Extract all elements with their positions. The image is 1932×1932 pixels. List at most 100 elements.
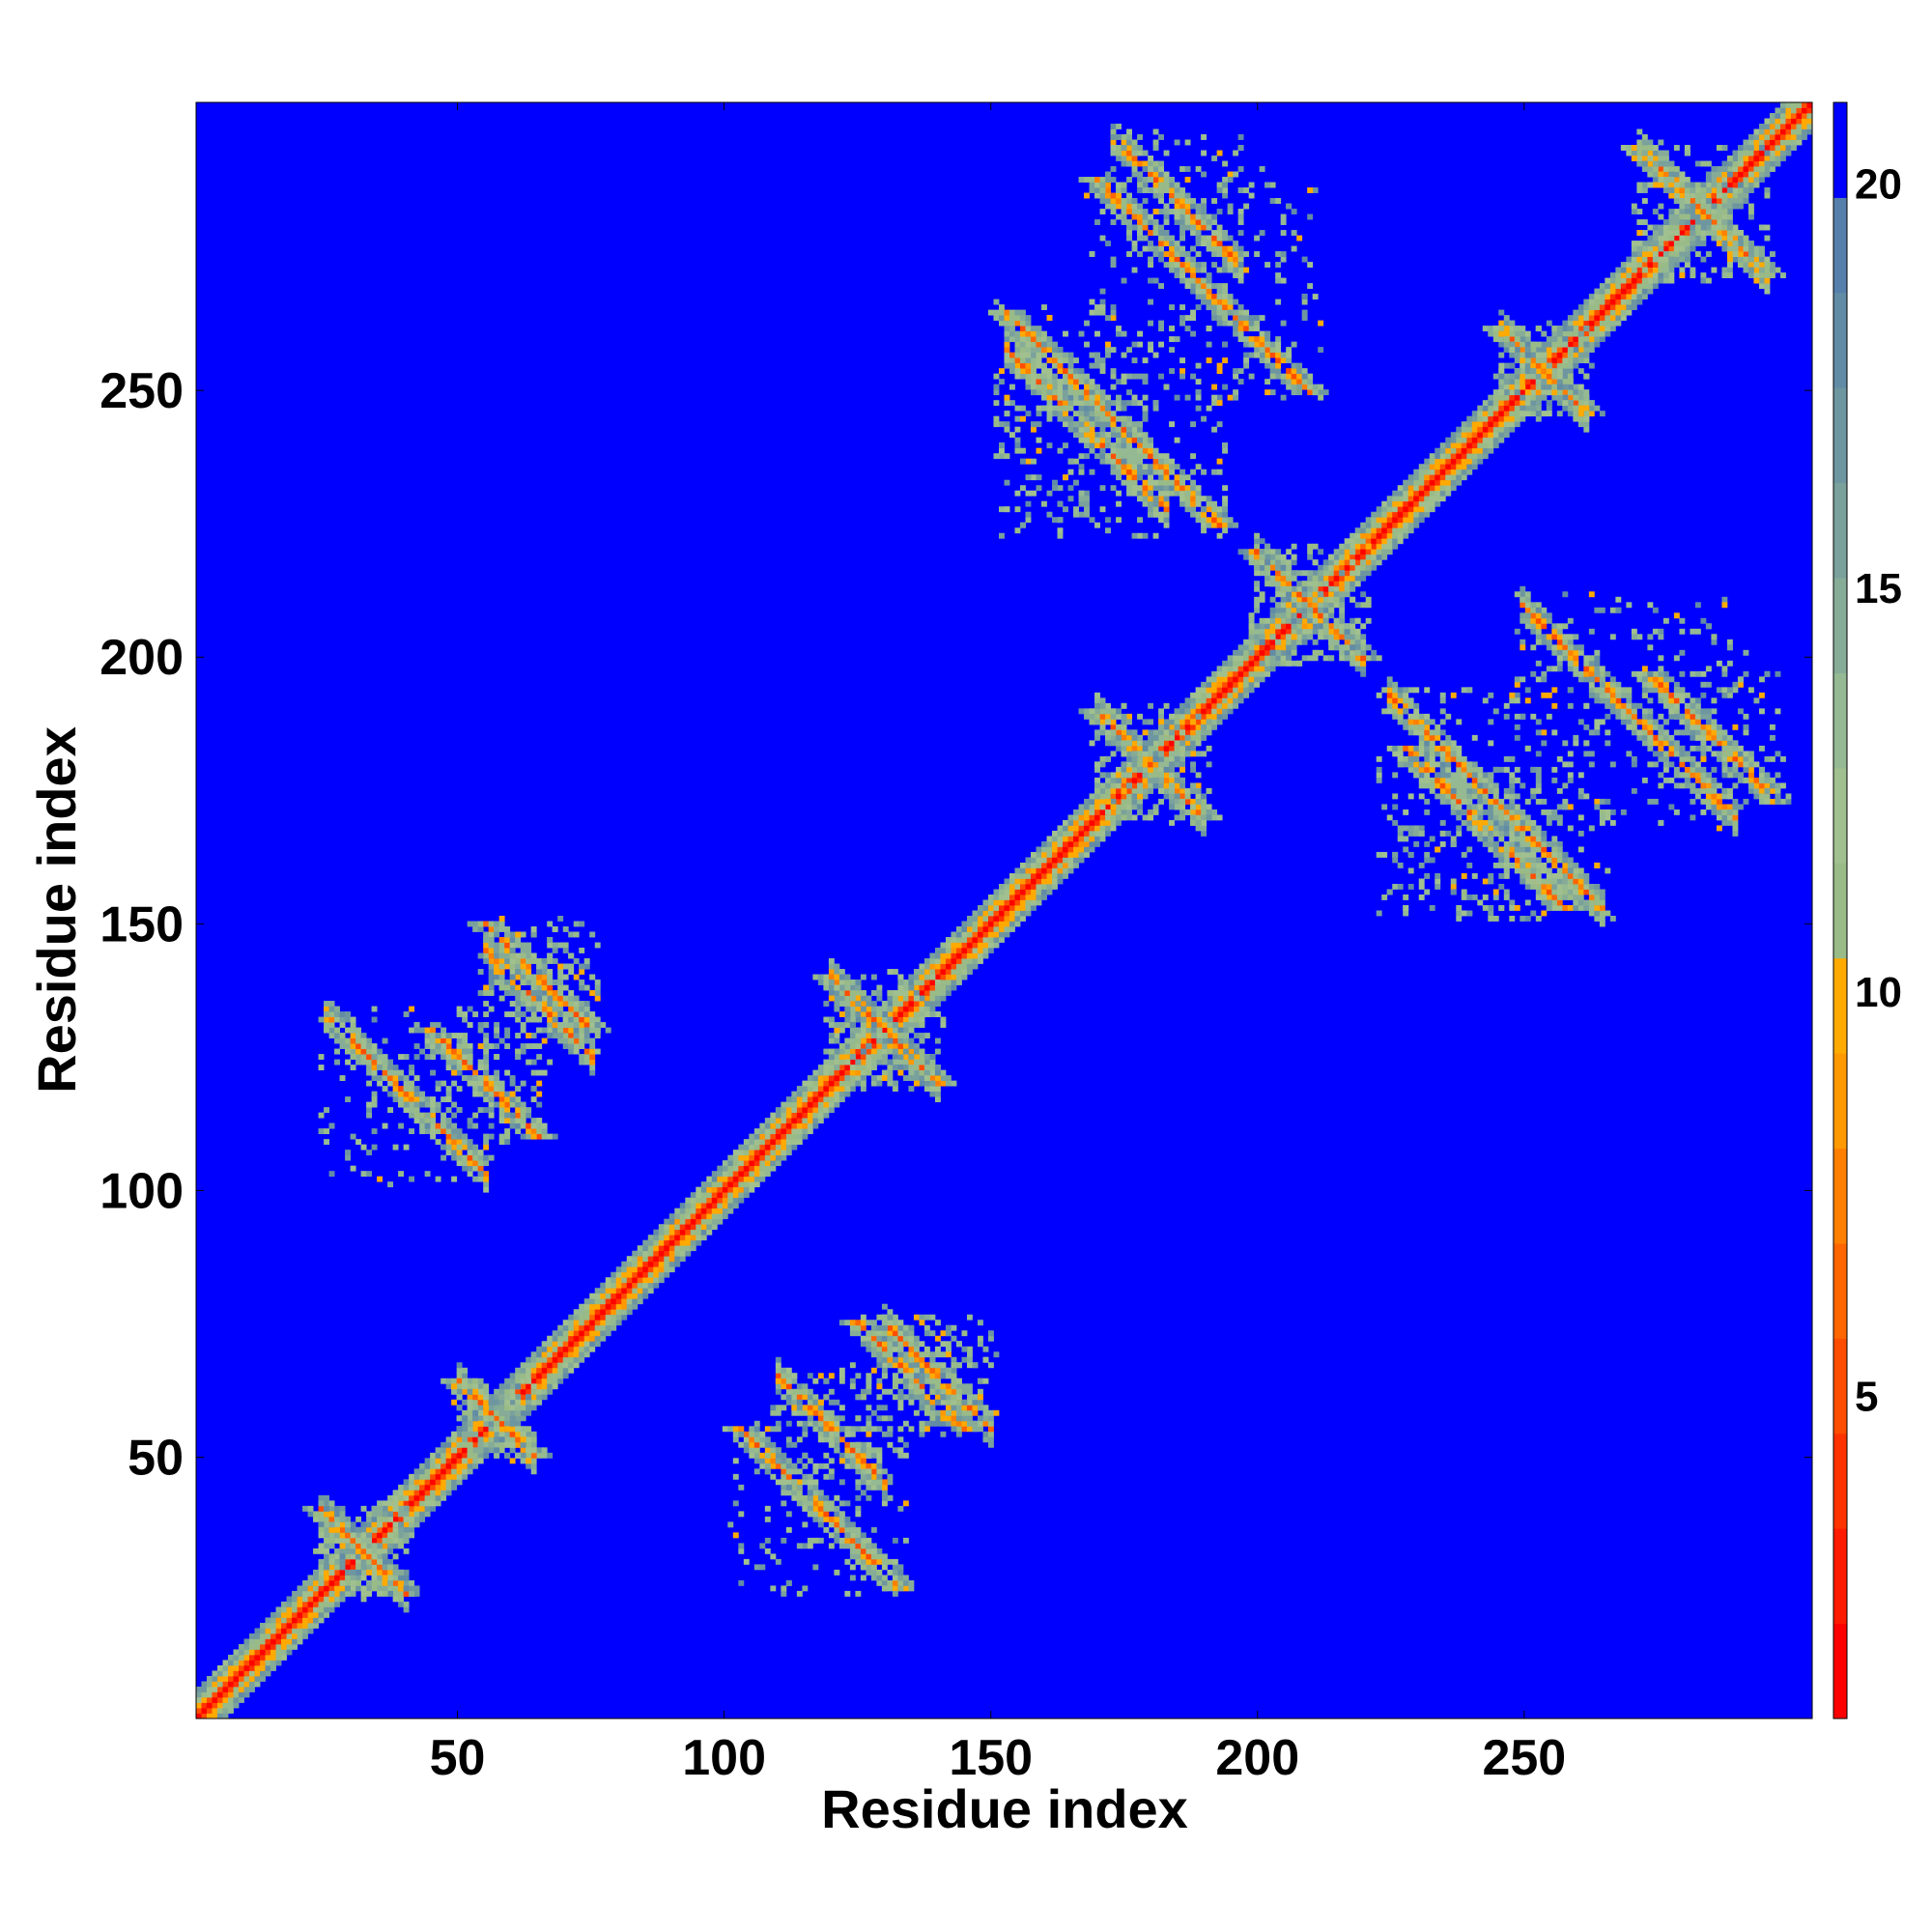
diagonal-cell <box>1492 426 1499 433</box>
contact-cell <box>1158 734 1164 741</box>
diagonal-cell <box>732 1171 739 1178</box>
diagonal-cell <box>940 990 947 996</box>
diagonal-cell <box>1392 511 1399 518</box>
diagonal-cell <box>727 1186 734 1193</box>
diagonal-cell <box>749 1144 755 1151</box>
diagonal-cell <box>445 1484 452 1491</box>
contact-cell <box>472 1409 479 1416</box>
contact-cell <box>403 1516 410 1522</box>
diagonal-cell <box>1758 134 1765 140</box>
contact-cell <box>881 1022 888 1028</box>
contact-cell <box>371 1564 378 1571</box>
contact-cell <box>377 1553 384 1560</box>
diagonal-cell <box>753 1165 760 1172</box>
diagonal-cell <box>265 1643 271 1650</box>
contact-cell <box>823 1001 830 1007</box>
contact-cell <box>1099 719 1106 725</box>
diagonal-cell <box>1365 532 1372 539</box>
contact-cell <box>1110 708 1117 715</box>
diagonal-cell <box>1084 825 1090 832</box>
diagonal-cell <box>1195 692 1202 698</box>
diagonal-cell <box>1796 118 1803 125</box>
contact-cell <box>371 1548 378 1554</box>
contact-cell <box>1131 745 1138 752</box>
contact-cell <box>456 1378 463 1384</box>
diagonal-cell <box>1381 538 1388 545</box>
diagonal-cell <box>785 1118 792 1124</box>
diagonal-cell <box>781 1101 787 1108</box>
diagonal-cell <box>1280 655 1287 662</box>
diagonal-cell <box>520 1383 526 1390</box>
diagonal-cell <box>504 1378 511 1384</box>
diagonal-cell <box>1020 905 1026 911</box>
diagonal-cell <box>600 1293 607 1299</box>
diagonal-cell <box>1036 862 1042 868</box>
contact-cell <box>855 1016 862 1023</box>
diagonal-cell <box>753 1128 760 1135</box>
diagonal-cell <box>743 1192 750 1199</box>
diagonal-cell <box>1588 298 1595 305</box>
diagonal-cell <box>999 916 1005 922</box>
diagonal-cell <box>509 1373 516 1379</box>
diagonal-cell <box>1583 347 1590 354</box>
diagonal-cell <box>1509 389 1516 396</box>
diagonal-cell <box>1063 872 1068 879</box>
diagonal-cell <box>732 1203 739 1209</box>
contact-cell <box>828 1037 835 1044</box>
diagonal-cell <box>706 1218 713 1225</box>
diagonal-cell <box>817 1118 824 1124</box>
diagonal-cell <box>1339 549 1346 555</box>
diagonal-cell <box>1296 612 1303 619</box>
diagonal-cell <box>1110 793 1117 800</box>
diagonal-cell <box>999 910 1005 917</box>
diagonal-cell <box>286 1643 293 1650</box>
diagonal-cell <box>753 1160 760 1167</box>
diagonal-cell <box>791 1091 798 1097</box>
diagonal-cell <box>1477 442 1484 449</box>
contact-cell <box>1158 755 1164 762</box>
diagonal-cell <box>1636 288 1643 295</box>
diagonal-cell <box>849 1037 856 1044</box>
diagonal-cell <box>1350 585 1356 592</box>
contact-cell <box>834 1027 840 1034</box>
diagonal-cell <box>307 1628 314 1634</box>
diagonal-cell <box>1333 549 1340 555</box>
diagonal-cell <box>1413 490 1420 497</box>
diagonal-cell <box>1747 182 1754 188</box>
diagonal-cell <box>1556 362 1563 369</box>
diagonal-cell <box>977 905 983 911</box>
contact-cell <box>1099 804 1106 810</box>
diagonal-cell <box>462 1463 469 1469</box>
contact-cell <box>1121 719 1127 725</box>
diagonal-cell <box>579 1351 585 1358</box>
diagonal-cell <box>413 1500 420 1507</box>
contact-cell <box>334 1521 340 1528</box>
diagonal-cell <box>823 1112 830 1119</box>
contact-cell <box>1163 777 1170 783</box>
diagonal-cell <box>860 1065 867 1070</box>
contact-cell <box>1142 719 1149 725</box>
contact-cell <box>498 1447 505 1454</box>
diagonal-cell <box>350 1558 356 1565</box>
diagonal-cell <box>647 1271 654 1278</box>
contact-cell <box>1296 607 1303 613</box>
contact-cell <box>834 974 840 980</box>
contact-cell <box>913 995 920 1002</box>
diagonal-cell <box>653 1239 660 1246</box>
diagonal-cell <box>881 1048 888 1055</box>
diagonal-cell <box>1237 655 1244 662</box>
diagonal-cell <box>1280 602 1287 609</box>
diagonal-cell <box>1014 905 1021 911</box>
contact-cell <box>887 1043 894 1049</box>
diagonal-cell <box>870 1059 877 1065</box>
diagonal-cell <box>696 1229 702 1236</box>
diagonal-cell <box>1057 830 1064 837</box>
diagonal-cell <box>281 1628 287 1634</box>
diagonal-cell <box>1684 241 1690 246</box>
contact-cell <box>392 1500 399 1507</box>
diagonal-cell <box>1605 304 1611 311</box>
diagonal-cell <box>573 1309 580 1316</box>
contact-cell <box>398 1543 405 1549</box>
diagonal-cell <box>371 1516 378 1522</box>
diagonal-cell <box>281 1617 287 1624</box>
